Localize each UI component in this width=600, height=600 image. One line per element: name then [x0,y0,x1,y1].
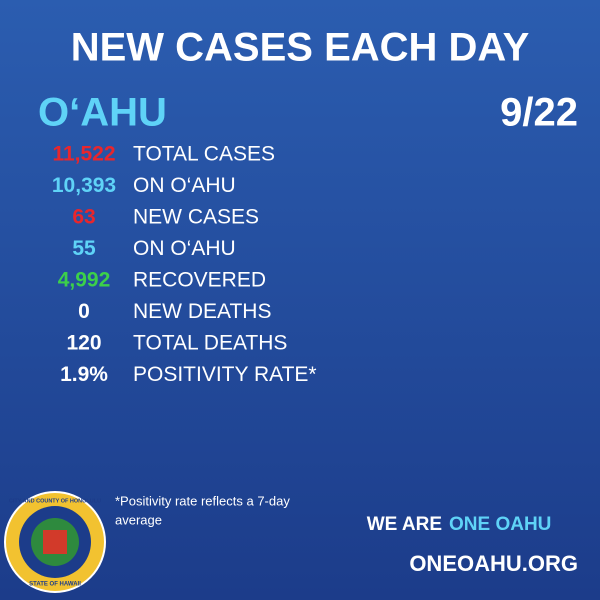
stat-label: NEW CASES [133,206,259,229]
website: ONEOAHU.ORG [409,551,578,576]
stat-label: ON O‘AHU [133,237,236,260]
slogan-highlight: ONE OAHU [449,514,551,535]
stat-value: 10,393 [52,174,116,197]
slogan: WE ARE [367,514,442,535]
seal-text: CITY AND COUNTY OF HONOLULU [9,498,101,504]
stat-value: 63 [72,206,95,229]
stat-value: 11,522 [52,143,115,166]
stat-value: 1.9% [60,363,108,386]
seal-text: STATE OF HAWAII [29,582,81,588]
footnote: average [115,512,162,527]
stat-label: TOTAL DEATHS [133,332,287,355]
chart-title: NEW CASES EACH DAY [71,26,530,70]
stat-label: TOTAL CASES [133,143,275,166]
footnote: *Positivity rate reflects a 7-day [115,493,290,508]
stat-label: RECOVERED [133,269,266,292]
subtitle: O‘AHU [38,91,167,135]
date: 9/22 [500,91,578,135]
stat-label: POSITIVITY RATE* [133,363,317,386]
stat-value: 120 [66,332,101,355]
stat-value: 0 [78,300,90,323]
stat-value: 4,992 [58,269,111,292]
seal: CITY AND COUNTY OF HONOLULU STATE OF HAW… [4,491,106,593]
stat-label: ON O‘AHU [133,174,236,197]
stat-value: 55 [72,237,96,260]
stat-label: NEW DEATHS [133,300,271,323]
